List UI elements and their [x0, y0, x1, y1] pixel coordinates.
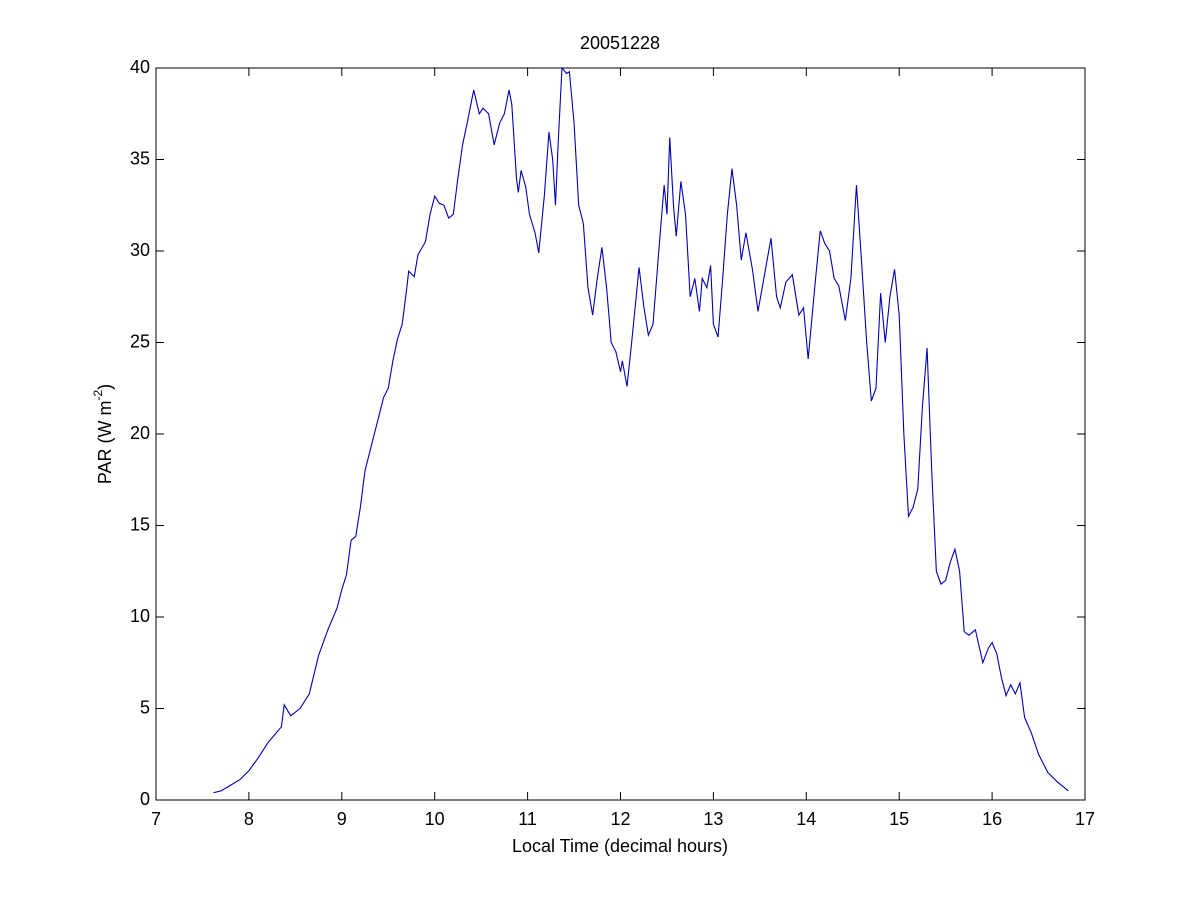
x-tick-label: 15 — [889, 809, 909, 829]
y-tick-label: 0 — [140, 789, 150, 809]
y-tick-label: 10 — [130, 606, 150, 626]
x-tick-label: 11 — [518, 809, 537, 829]
y-tick-label: 5 — [140, 697, 150, 717]
y-axis-label: PAR (W m-2) — [91, 384, 115, 484]
x-tick-label: 8 — [244, 809, 254, 829]
x-tick-label: 14 — [796, 809, 816, 829]
y-axis-label-main: PAR (W m — [95, 401, 115, 485]
data-line — [213, 66, 1069, 794]
y-tick-label: 40 — [130, 57, 150, 77]
chart-title: 20051228 — [580, 33, 660, 53]
y-tick-label: 20 — [130, 423, 150, 443]
x-tick-label: 9 — [337, 809, 347, 829]
y-tick-label: 30 — [130, 240, 150, 260]
x-tick-label: 17 — [1075, 809, 1095, 829]
x-tick-label: 13 — [703, 809, 723, 829]
x-tick-label: 16 — [982, 809, 1002, 829]
plot-area — [155, 67, 1086, 801]
y-tick-label: 25 — [130, 331, 150, 351]
y-tick-label: 35 — [130, 148, 150, 168]
y-axis-label-end: ) — [95, 384, 115, 390]
y-tick-label: 15 — [130, 514, 150, 534]
x-tick-label: 12 — [610, 809, 630, 829]
x-tick-label: 10 — [425, 809, 445, 829]
y-axis-label-superscript: -2 — [91, 390, 105, 401]
x-tick-label: 7 — [151, 809, 161, 829]
x-axis-label: Local Time (decimal hours) — [512, 836, 728, 856]
